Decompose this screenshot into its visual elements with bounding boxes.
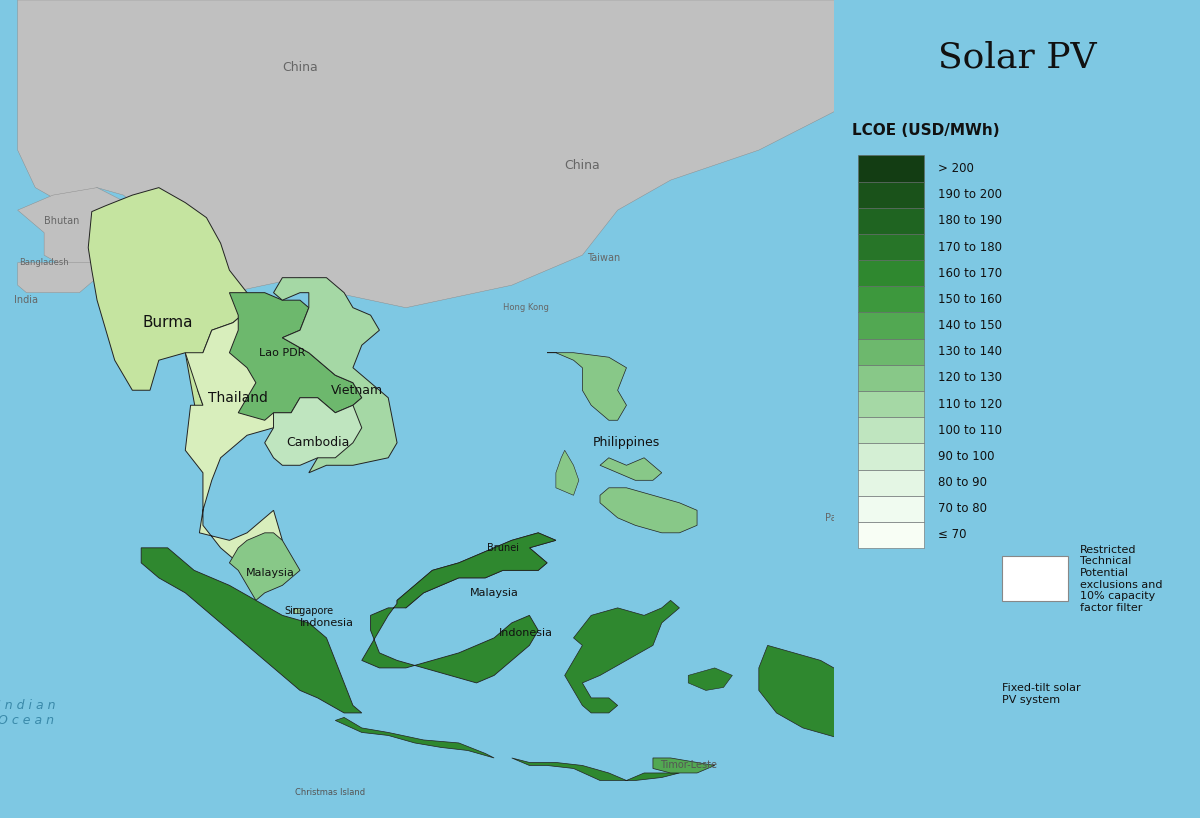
Polygon shape <box>556 450 578 496</box>
Polygon shape <box>565 600 679 713</box>
Bar <box>858 443 924 470</box>
Polygon shape <box>274 277 397 473</box>
Polygon shape <box>265 398 361 465</box>
Text: LCOE (USD/MWh): LCOE (USD/MWh) <box>852 123 1000 137</box>
Text: Restricted
Technical
Potential
exclusions and
10% capacity
factor filter: Restricted Technical Potential exclusion… <box>1080 545 1163 613</box>
Text: ≤ 70: ≤ 70 <box>938 528 967 542</box>
Bar <box>858 391 924 417</box>
Text: Christmas Island: Christmas Island <box>295 788 365 797</box>
Bar <box>834 0 1200 818</box>
Text: Burma: Burma <box>143 315 193 330</box>
Text: Singapore: Singapore <box>284 606 334 616</box>
Text: 80 to 90: 80 to 90 <box>938 476 988 489</box>
Text: 110 to 120: 110 to 120 <box>938 398 1002 411</box>
Text: Japan: Japan <box>858 62 889 73</box>
Bar <box>858 365 924 391</box>
Text: 70 to 80: 70 to 80 <box>938 502 988 515</box>
Text: 100 to 110: 100 to 110 <box>938 424 1002 437</box>
Text: 150 to 160: 150 to 160 <box>938 293 1002 306</box>
Bar <box>858 496 924 522</box>
Text: Cambodia: Cambodia <box>286 436 349 449</box>
Text: Lao PDR: Lao PDR <box>259 348 306 357</box>
Polygon shape <box>185 300 326 570</box>
Polygon shape <box>335 717 494 758</box>
Bar <box>858 417 924 443</box>
Text: 170 to 180: 170 to 180 <box>938 240 1002 254</box>
Text: P a c i f i c   O c e a n: P a c i f i c O c e a n <box>1010 542 1142 555</box>
Polygon shape <box>758 645 953 750</box>
Polygon shape <box>547 353 626 420</box>
Polygon shape <box>229 533 300 600</box>
Bar <box>858 286 924 312</box>
Bar <box>858 470 924 496</box>
Polygon shape <box>600 458 661 480</box>
Text: Indonesia: Indonesia <box>852 693 906 703</box>
Bar <box>858 182 924 208</box>
Polygon shape <box>293 608 300 614</box>
Polygon shape <box>600 488 697 533</box>
Polygon shape <box>361 533 556 683</box>
Text: China: China <box>564 159 600 172</box>
Text: Bangladesh: Bangladesh <box>19 258 68 267</box>
Text: 160 to 170: 160 to 170 <box>938 267 1002 280</box>
Polygon shape <box>89 187 256 450</box>
Text: Palau: Palau <box>824 513 852 523</box>
Text: Brunei: Brunei <box>487 543 518 553</box>
Text: 180 to 190: 180 to 190 <box>938 214 1002 227</box>
Text: Indonesia: Indonesia <box>300 618 354 628</box>
Bar <box>858 339 924 365</box>
Text: 90 to 100: 90 to 100 <box>938 450 995 463</box>
Text: Hong Kong: Hong Kong <box>503 303 548 312</box>
Polygon shape <box>229 293 361 420</box>
Text: 120 to 130: 120 to 130 <box>938 371 1002 384</box>
Bar <box>1002 556 1068 601</box>
Text: Taiwan: Taiwan <box>587 253 620 263</box>
Text: Papua
New Guinea: Papua New Guinea <box>990 721 1057 744</box>
Text: Malaysia: Malaysia <box>469 588 518 598</box>
Bar <box>858 522 924 548</box>
Text: Bhutan: Bhutan <box>44 216 79 226</box>
Text: > 200: > 200 <box>938 162 974 175</box>
Text: I n d i a n
O c e a n: I n d i a n O c e a n <box>0 699 55 727</box>
Polygon shape <box>18 0 847 308</box>
Bar <box>858 155 924 182</box>
Polygon shape <box>953 698 1121 773</box>
Text: China: China <box>282 61 318 74</box>
Text: 140 to 150: 140 to 150 <box>938 319 1002 332</box>
Text: Malaysia: Malaysia <box>246 569 294 578</box>
Text: 130 to 140: 130 to 140 <box>938 345 1002 358</box>
Text: India: India <box>14 295 38 305</box>
Bar <box>858 208 924 234</box>
Text: Solar PV: Solar PV <box>937 41 1097 75</box>
Polygon shape <box>18 263 97 293</box>
Text: Vietnam: Vietnam <box>330 384 383 397</box>
Polygon shape <box>653 758 715 773</box>
Polygon shape <box>476 548 503 568</box>
Polygon shape <box>18 187 185 270</box>
Bar <box>858 234 924 260</box>
Polygon shape <box>397 533 556 608</box>
Polygon shape <box>511 758 679 780</box>
Text: Thailand: Thailand <box>209 391 268 405</box>
Text: Indonesia: Indonesia <box>499 628 553 638</box>
Text: Fixed-tilt solar
PV system: Fixed-tilt solar PV system <box>1002 683 1081 704</box>
Text: 190 to 200: 190 to 200 <box>938 188 1002 201</box>
Bar <box>858 312 924 339</box>
Text: Timor-Leste: Timor-Leste <box>660 761 716 771</box>
Text: Philippines: Philippines <box>593 436 660 449</box>
Polygon shape <box>142 548 361 713</box>
Bar <box>858 260 924 286</box>
Polygon shape <box>689 668 732 690</box>
